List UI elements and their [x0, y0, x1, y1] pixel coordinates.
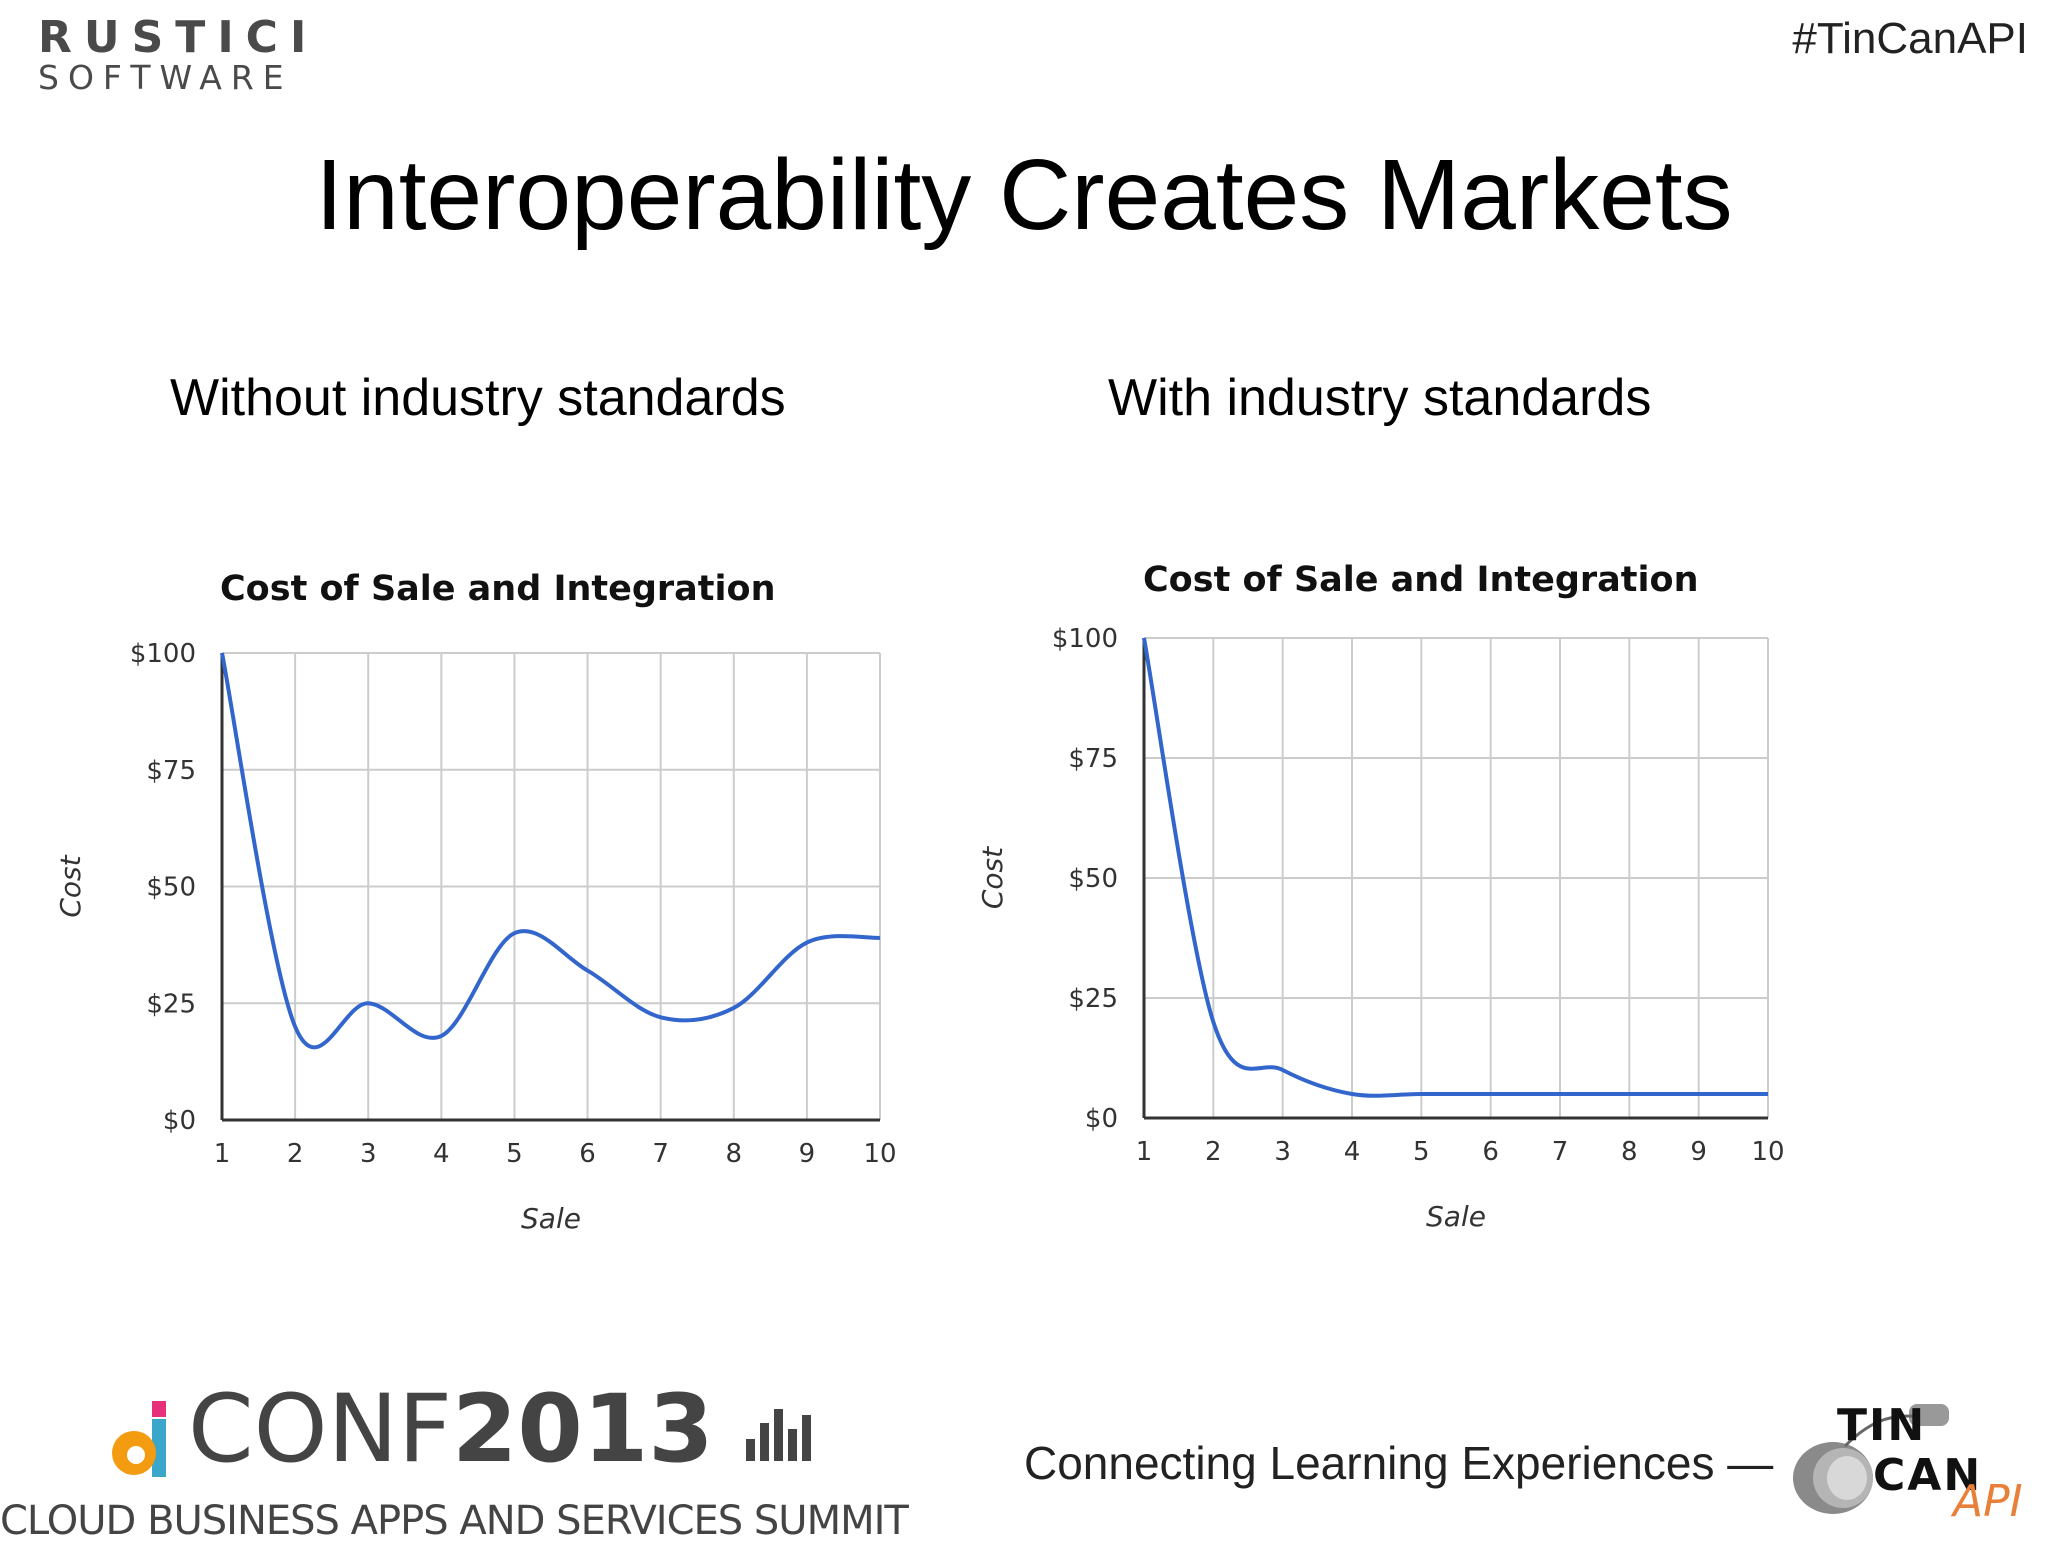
subtitle-right: With industry standards	[1108, 369, 1652, 427]
chart-right-title: Cost of Sale and Integration	[1143, 560, 1699, 600]
chart-left-xtick-8: 8	[726, 1139, 743, 1169]
chart-left-ytick-25: $25	[146, 989, 196, 1019]
chart-left-ytick-75: $75	[146, 756, 196, 786]
chart-left-xtick-9: 9	[799, 1139, 816, 1169]
tincan-logo: TIN CAN API	[1785, 1396, 2025, 1527]
chart-left-x-axis-label: Sale	[521, 1202, 581, 1235]
chart-right-xtick-1: 1	[1136, 1137, 1153, 1167]
chart-left-y-axis-label: Cost	[54, 854, 87, 917]
chart-left-xtick-6: 6	[579, 1139, 596, 1169]
logo-line2: SOFTWARE	[38, 58, 293, 97]
chart-right-xtick-10: 10	[1751, 1137, 1784, 1167]
chart-left-ytick-100: $100	[130, 639, 196, 669]
dconf-logo: CONF2013	[110, 1380, 818, 1480]
dconf-d-mark	[110, 1400, 184, 1480]
chart-right-ytick-50: $50	[1068, 864, 1118, 894]
chart-right-x-axis-label: Sale	[1426, 1200, 1486, 1233]
chart-right-ytick-0: $0	[1085, 1104, 1118, 1134]
dconf-prefix: CONF	[188, 1375, 453, 1484]
chart-right-xtick-3: 3	[1274, 1137, 1291, 1167]
chart-left-xtick-1: 1	[214, 1139, 231, 1169]
tin-can-icon	[1793, 1404, 1949, 1514]
chart-right-ytick-100: $100	[1052, 624, 1118, 654]
bars-icon	[744, 1380, 818, 1461]
tagline: Connecting Learning Experiences —	[1024, 1437, 1774, 1489]
chart-right-xtick-5: 5	[1413, 1137, 1430, 1167]
tincan-can: CAN	[1873, 1450, 1983, 1501]
hashtag: #TinCanAPI	[1792, 14, 2028, 63]
slide-title: Interoperability Creates Markets	[315, 139, 1733, 251]
rustici-logo: RUSTICI SOFTWARE	[38, 16, 318, 96]
chart-left-title: Cost of Sale and Integration	[220, 569, 776, 609]
chart-right-y-axis-label: Cost	[976, 846, 1009, 909]
tincan-api: API	[1953, 1476, 2023, 1527]
chart-right-xtick-7: 7	[1552, 1137, 1569, 1167]
chart-right-xtick-4: 4	[1344, 1137, 1361, 1167]
dconf-year: 2013	[452, 1375, 714, 1484]
chart-left-ytick-50: $50	[146, 873, 196, 903]
chart-right-xtick-6: 6	[1482, 1137, 1499, 1167]
dconf-subtitle: CLOUD BUSINESS APPS AND SERVICES SUMMIT	[0, 1498, 909, 1544]
chart-right-ytick-25: $25	[1068, 984, 1118, 1014]
chart-right-xtick-2: 2	[1205, 1137, 1222, 1167]
chart-left-series-0-line	[220, 652, 881, 1050]
chart-right-xtick-9: 9	[1690, 1137, 1707, 1167]
chart-left-ytick-0: $0	[163, 1106, 196, 1136]
chart-left-xtick-7: 7	[652, 1139, 669, 1169]
chart-right-series-0-line	[1142, 637, 1768, 1098]
chart-left-xtick-4: 4	[433, 1139, 450, 1169]
chart-left-xtick-10: 10	[863, 1139, 896, 1169]
tincan-tin: TIN	[1837, 1400, 1927, 1451]
chart-left-xtick-2: 2	[287, 1139, 304, 1169]
chart-right-xtick-8: 8	[1621, 1137, 1638, 1167]
logo-line1: RUSTICI	[38, 12, 319, 63]
chart-left-xtick-3: 3	[360, 1139, 377, 1169]
subtitle-left: Without industry standards	[170, 369, 786, 427]
chart-right-ytick-75: $75	[1068, 744, 1118, 774]
chart-left-xtick-5: 5	[506, 1139, 523, 1169]
